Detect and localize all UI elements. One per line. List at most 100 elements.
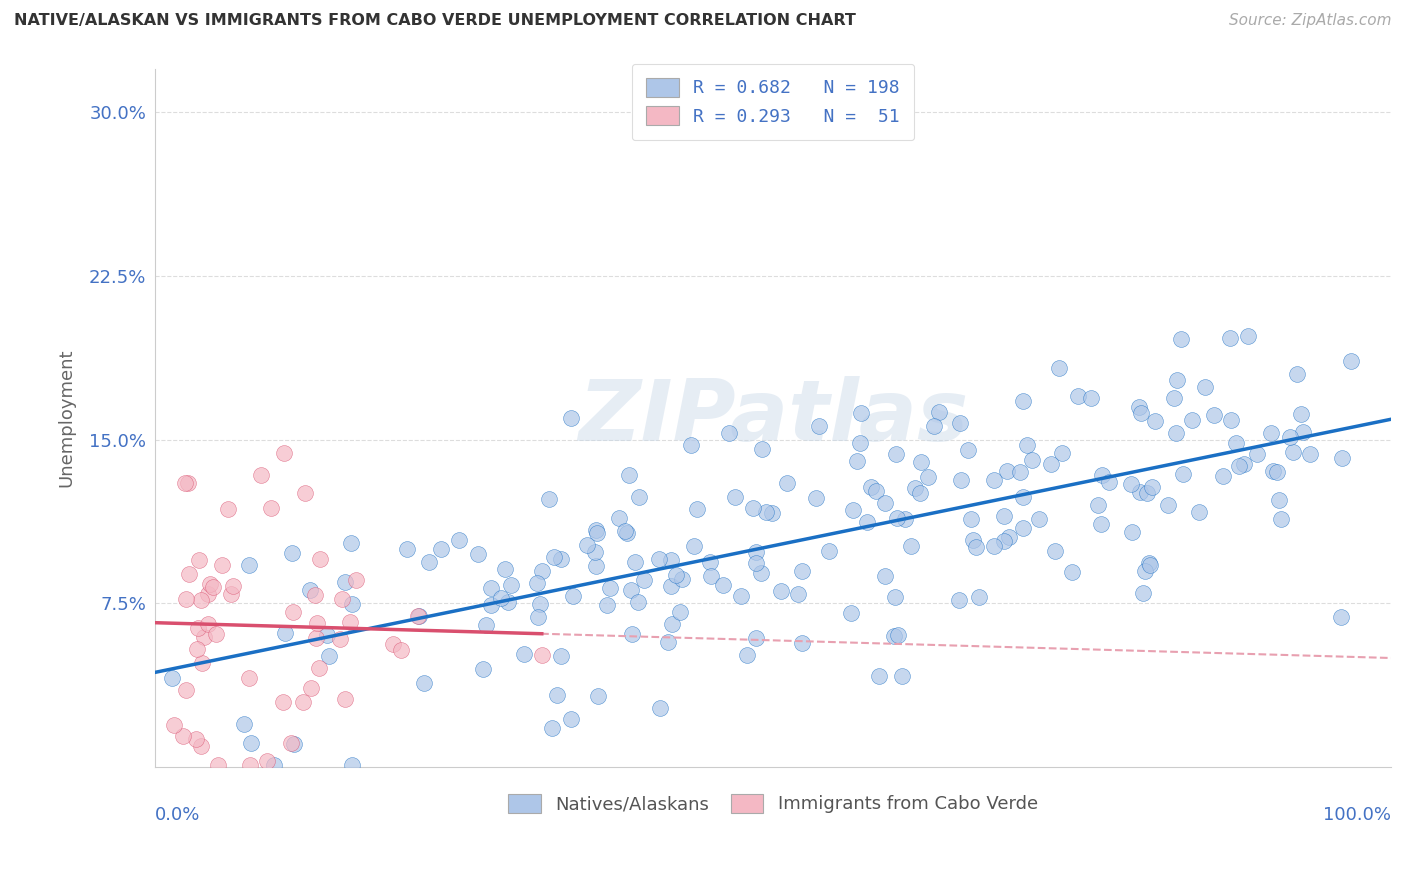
Point <box>928 405 950 419</box>
Point <box>616 526 638 541</box>
Point <box>190 739 212 753</box>
Point <box>1043 543 1066 558</box>
Point <box>271 695 294 709</box>
Point <box>948 593 970 607</box>
Point <box>197 616 219 631</box>
Point <box>856 515 879 529</box>
Point <box>724 490 747 504</box>
Point <box>174 475 197 490</box>
Point <box>1331 451 1354 466</box>
Point <box>993 509 1015 524</box>
Point <box>585 523 607 537</box>
Point <box>1204 408 1226 422</box>
Point <box>1080 391 1102 405</box>
Point <box>406 609 429 624</box>
Point <box>1129 485 1152 500</box>
Point <box>529 598 551 612</box>
Point <box>735 648 758 663</box>
Point <box>1028 512 1050 526</box>
Point <box>205 627 228 641</box>
Point <box>627 490 650 504</box>
Point <box>340 536 363 550</box>
Point <box>260 500 283 515</box>
Point <box>1121 476 1143 491</box>
Point <box>281 605 304 619</box>
Point <box>179 566 201 581</box>
Point <box>1067 389 1090 403</box>
Point <box>562 589 585 603</box>
Point <box>541 721 564 735</box>
Point <box>395 542 418 557</box>
Point <box>1129 405 1152 419</box>
Point <box>614 524 637 538</box>
Point <box>222 579 245 593</box>
Point <box>537 491 560 506</box>
Point <box>665 567 688 582</box>
Point <box>873 568 896 582</box>
Point <box>1136 486 1159 500</box>
Point <box>679 438 702 452</box>
Point <box>560 712 582 726</box>
Point <box>755 505 778 519</box>
Point <box>292 694 315 708</box>
Point <box>475 618 498 632</box>
Point <box>1233 457 1256 471</box>
Point <box>494 562 516 576</box>
Point <box>1289 408 1312 422</box>
Point <box>657 635 679 649</box>
Point <box>198 577 221 591</box>
Point <box>273 446 295 460</box>
Point <box>1008 465 1031 479</box>
Point <box>1021 453 1043 467</box>
Point <box>238 558 260 572</box>
Point <box>543 550 565 565</box>
Point <box>619 582 641 597</box>
Point <box>749 566 772 580</box>
Point <box>184 731 207 746</box>
Point <box>588 690 610 704</box>
Point <box>346 573 368 587</box>
Point <box>239 757 262 772</box>
Point <box>1039 458 1062 472</box>
Point <box>172 729 194 743</box>
Point <box>333 575 356 590</box>
Point <box>1225 435 1247 450</box>
Point <box>959 512 981 526</box>
Point <box>1246 447 1268 461</box>
Point <box>741 501 763 516</box>
Point <box>1132 586 1154 600</box>
Point <box>187 552 209 566</box>
Point <box>418 555 440 569</box>
Point <box>489 591 512 605</box>
Point <box>671 572 693 586</box>
Point <box>197 587 219 601</box>
Point <box>586 526 609 541</box>
Point <box>1139 558 1161 573</box>
Point <box>617 467 640 482</box>
Point <box>207 757 229 772</box>
Point <box>730 590 752 604</box>
Point <box>408 609 430 624</box>
Point <box>1340 353 1362 368</box>
Point <box>883 590 905 604</box>
Point <box>546 689 568 703</box>
Point <box>1090 517 1112 532</box>
Point <box>884 447 907 461</box>
Point <box>868 668 890 682</box>
Point <box>1261 465 1284 479</box>
Text: NATIVE/ALASKAN VS IMMIGRANTS FROM CABO VERDE UNEMPLOYMENT CORRELATION CHART: NATIVE/ALASKAN VS IMMIGRANTS FROM CABO V… <box>14 13 856 29</box>
Point <box>967 591 990 605</box>
Text: 0.0%: 0.0% <box>155 806 200 824</box>
Point <box>621 627 644 641</box>
Point <box>202 580 225 594</box>
Point <box>607 510 630 524</box>
Point <box>776 475 799 490</box>
Point <box>650 701 672 715</box>
Point <box>686 501 709 516</box>
Point <box>1137 557 1160 571</box>
Point <box>340 597 363 611</box>
Point <box>583 545 606 559</box>
Point <box>382 637 405 651</box>
Point <box>983 539 1005 553</box>
Point <box>191 656 214 670</box>
